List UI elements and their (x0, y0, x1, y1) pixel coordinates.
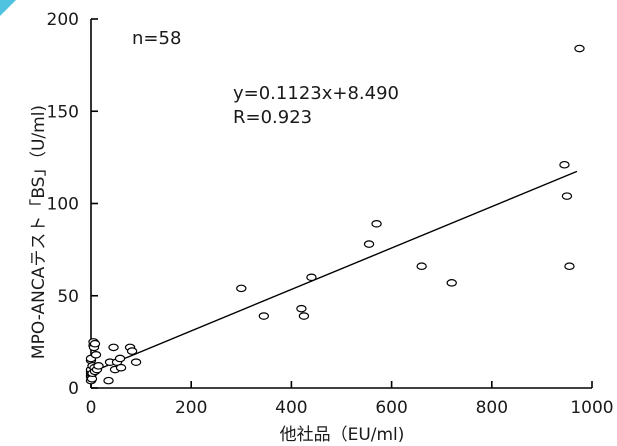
correlation-coefficient: R=0.923 (233, 107, 312, 128)
data-point (574, 44, 585, 53)
data-point (363, 240, 375, 248)
x-tick-label: 600 (375, 398, 407, 418)
data-point (371, 219, 382, 228)
data-point (296, 304, 307, 313)
data-point (561, 192, 573, 200)
data-point (90, 350, 102, 359)
y-tick-label: 200 (47, 10, 79, 30)
data-point (115, 363, 127, 372)
data-point (564, 262, 575, 271)
plot-area: 0 200 400 600 800 1000 0 50 100 150 200 (47, 10, 614, 418)
data-point (130, 358, 142, 366)
data-point (559, 160, 570, 169)
regression-equation: y=0.1123x+8.490 (233, 83, 399, 104)
y-tick-label: 50 (57, 287, 79, 307)
data-point (446, 279, 457, 287)
sample-size-label: n=58 (132, 28, 181, 49)
y-tick-label: 150 (47, 102, 79, 122)
x-tick-label: 400 (275, 398, 307, 418)
data-point (114, 354, 126, 363)
y-tick-label: 0 (68, 379, 79, 399)
data-point (103, 376, 114, 385)
data-point (306, 273, 317, 282)
x-tick-label: 800 (476, 398, 508, 418)
x-tick-label: 1000 (570, 398, 613, 418)
y-axis-title: MPO-ANCAテスト「BS」（U/ml) (29, 105, 49, 359)
data-point (236, 284, 247, 293)
x-tick-label: 0 (86, 398, 97, 418)
corner-accent-shape (0, 0, 16, 16)
data-point (93, 362, 104, 370)
data-point (126, 347, 138, 355)
data-point (258, 312, 270, 320)
data-point (416, 262, 427, 271)
x-tick-label: 200 (175, 398, 207, 418)
data-point (108, 343, 119, 352)
x-axis-title: 他社品（EU/ml) (280, 425, 405, 445)
data-point (89, 339, 101, 348)
regression-line (90, 170, 578, 373)
y-tick-label: 100 (47, 195, 79, 215)
data-point (298, 312, 310, 320)
